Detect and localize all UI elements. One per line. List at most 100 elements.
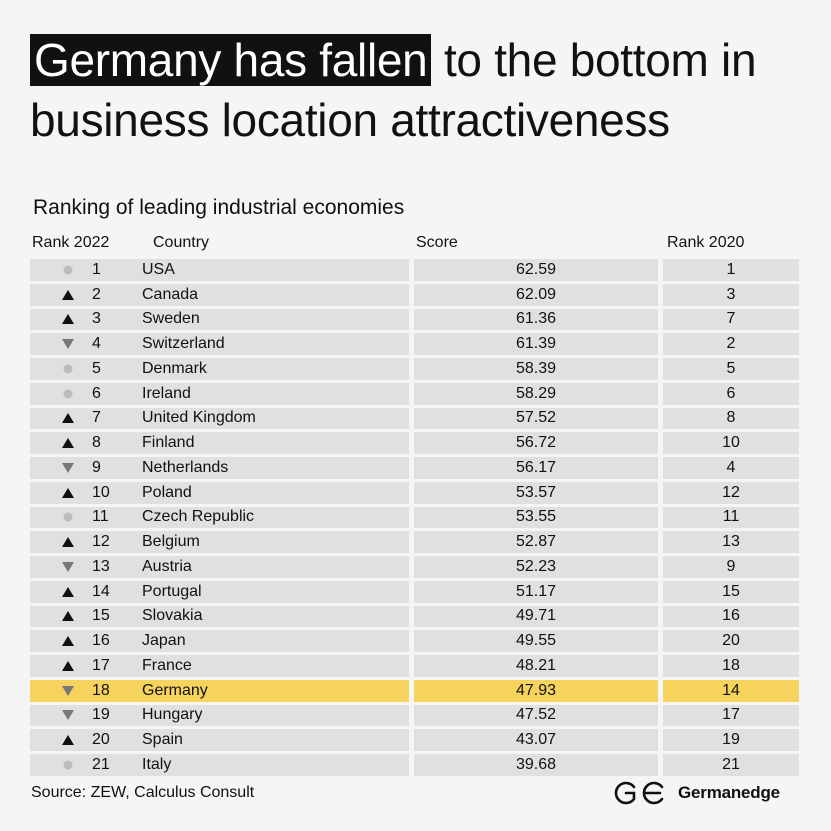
rank-2020-value: 12 <box>663 481 799 504</box>
rank-country-cell: 16 Japan <box>30 630 409 652</box>
score-value: 61.39 <box>414 333 658 355</box>
rank-country-cell: 19 Hungary <box>30 704 409 727</box>
table-row: 15 Slovakia 49.71 16 <box>30 605 799 628</box>
table-row: 1 USA 62.59 1 <box>30 259 799 281</box>
table-row: 12 Belgium 52.87 13 <box>30 531 799 553</box>
rank-2022-value: 5 <box>92 359 101 377</box>
country-name: France <box>142 656 192 674</box>
rank-2020-value: 21 <box>663 754 799 776</box>
ranking-table: 1 USA 62.59 1 2 Canada 62.09 3 3 Sweden 61.36 7 4 Swi… <box>30 256 799 779</box>
rank-2022-value: 9 <box>92 458 101 476</box>
country-name: Belgium <box>142 533 200 551</box>
arrow-up-icon <box>62 412 92 424</box>
score-value: 48.21 <box>414 655 658 677</box>
score-value: 53.57 <box>414 481 658 504</box>
rank-country-cell: 21 Italy <box>30 754 409 776</box>
score-value: 53.55 <box>414 506 658 529</box>
rank-2020-value: 17 <box>663 704 799 727</box>
rank-2020-value: 16 <box>663 605 799 628</box>
table-row: 18 Germany 47.93 14 <box>30 679 799 702</box>
country-name: Spain <box>142 731 183 749</box>
rank-2022-value: 4 <box>92 335 101 353</box>
rank-2020-value: 19 <box>663 729 799 751</box>
rank-country-cell: 7 United Kingdom <box>30 407 409 430</box>
rank-country-cell: 18 Germany <box>30 679 409 702</box>
country-name: Canada <box>142 285 199 303</box>
country-name: Sweden <box>142 310 200 328</box>
rank-2020-value: 18 <box>663 655 799 677</box>
score-value: 49.55 <box>414 630 658 652</box>
rank-country-cell: 8 Finland <box>30 432 409 454</box>
rank-2020-value: 2 <box>663 333 799 355</box>
rank-country-cell: 1 USA <box>30 259 409 281</box>
ge-logo-icon <box>614 781 664 805</box>
country-name: Czech Republic <box>142 508 255 526</box>
rank-country-cell: 6 Ireland <box>30 382 409 405</box>
rank-2022-value: 12 <box>92 533 110 551</box>
score-value: 51.17 <box>414 580 658 603</box>
table-row: 9 Netherlands 56.17 4 <box>30 457 799 479</box>
table-row: 7 United Kingdom 57.52 8 <box>30 407 799 430</box>
table-row: 5 Denmark 58.39 5 <box>30 358 799 380</box>
rank-2022-value: 6 <box>92 384 101 402</box>
country-name: Poland <box>142 483 192 501</box>
rank-country-cell: 17 France <box>30 655 409 677</box>
score-value: 58.39 <box>414 358 658 380</box>
title-rest: to the bottom in business location attra… <box>30 34 757 146</box>
arrow-up-icon <box>62 586 92 598</box>
rank-2022-value: 8 <box>92 434 101 452</box>
rank-2022-value: 14 <box>92 582 110 600</box>
table-row: 17 France 48.21 18 <box>30 655 799 677</box>
arrow-down-icon <box>62 462 92 474</box>
score-value: 47.93 <box>414 679 658 702</box>
rank-country-cell: 10 Poland <box>30 481 409 504</box>
arrow-up-icon <box>62 289 92 301</box>
table-row: 2 Canada 62.09 3 <box>30 283 799 306</box>
rank-2022-value: 16 <box>92 632 110 650</box>
arrow-up-icon <box>62 734 92 746</box>
rank-2022-value: 10 <box>92 483 110 501</box>
score-value: 52.23 <box>414 556 658 578</box>
arrow-up-icon <box>62 536 92 548</box>
rank-2022-value: 11 <box>92 508 109 526</box>
score-value: 57.52 <box>414 407 658 430</box>
rank-2022-value: 21 <box>92 755 110 773</box>
rank-country-cell: 15 Slovakia <box>30 605 409 628</box>
rank-2020-value: 20 <box>663 630 799 652</box>
rank-2020-value: 6 <box>663 382 799 405</box>
table-row: 21 Italy 39.68 21 <box>30 754 799 776</box>
rank-2020-value: 3 <box>663 283 799 306</box>
header-rank-2022: Rank 2022 <box>32 234 110 251</box>
country-name: Italy <box>142 755 172 773</box>
table-row: 3 Sweden 61.36 7 <box>30 308 799 331</box>
arrow-up-icon <box>62 635 92 647</box>
table-row: 10 Poland 53.57 12 <box>30 481 799 504</box>
rank-2020-value: 5 <box>663 358 799 380</box>
table-row: 14 Portugal 51.17 15 <box>30 580 799 603</box>
country-name: Portugal <box>142 582 202 600</box>
score-value: 56.72 <box>414 432 658 454</box>
country-name: USA <box>142 260 175 278</box>
arrow-up-icon <box>62 660 92 672</box>
rank-2020-value: 9 <box>663 556 799 578</box>
score-value: 61.36 <box>414 308 658 331</box>
table-row: 20 Spain 43.07 19 <box>30 729 799 751</box>
rank-2020-value: 1 <box>663 259 799 281</box>
score-value: 62.09 <box>414 283 658 306</box>
chart-title: Germany has fallen to the bottom in busi… <box>30 30 810 150</box>
title-highlight: Germany has fallen <box>30 34 432 86</box>
brand: Germanedge <box>612 780 780 806</box>
rank-2020-value: 14 <box>663 679 799 702</box>
table-row: 8 Finland 56.72 10 <box>30 432 799 454</box>
source-note: Source: ZEW, Calculus Consult <box>31 784 255 801</box>
country-name: Ireland <box>142 384 191 402</box>
rank-2022-value: 2 <box>92 285 101 303</box>
country-name: Hungary <box>142 706 203 724</box>
arrow-down-icon <box>62 709 92 721</box>
score-value: 62.59 <box>414 259 658 281</box>
unchanged-dot-icon <box>62 363 92 375</box>
rank-country-cell: 11 Czech Republic <box>30 506 409 529</box>
rank-2022-value: 18 <box>92 681 110 699</box>
rank-country-cell: 14 Portugal <box>30 580 409 603</box>
arrow-up-icon <box>62 610 92 622</box>
